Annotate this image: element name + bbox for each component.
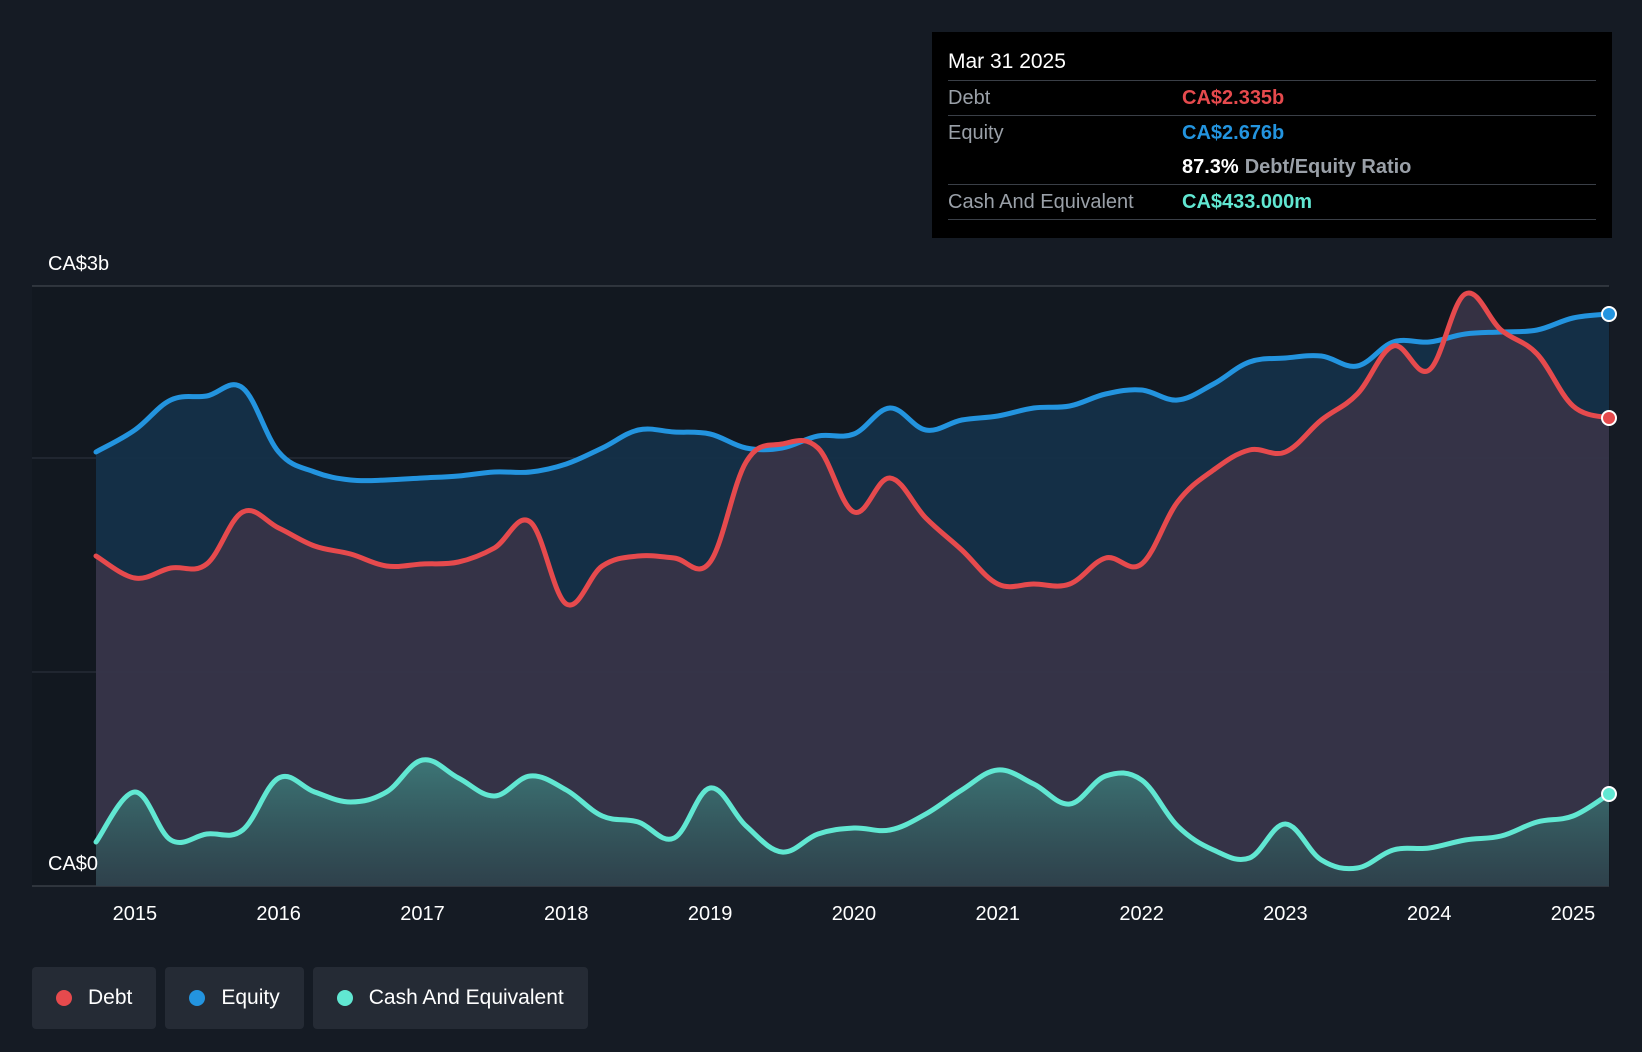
tooltip-ratio-value: 87.3% xyxy=(1182,156,1239,178)
legend-dot-equity xyxy=(189,990,206,1006)
cash-and-equivalent-area xyxy=(96,759,1609,886)
x-tick-label: 2015 xyxy=(113,903,158,925)
x-tick-label: 2025 xyxy=(1551,903,1596,925)
x-tick-label: 2022 xyxy=(1119,903,1164,925)
x-tick-label: 2023 xyxy=(1263,903,1308,925)
x-tick-label: 2017 xyxy=(400,903,445,925)
data-tooltip: Mar 31 2025 Debt CA$2.335b Equity CA$2.6… xyxy=(932,32,1612,238)
tooltip-cash-row: Cash And Equivalent CA$433.000m xyxy=(948,185,1596,220)
legend-item-cash[interactable]: Cash And Equivalent xyxy=(312,967,588,1029)
tooltip-equity-row: Equity CA$2.676b xyxy=(948,116,1596,150)
tooltip-cash-value: CA$433.000m xyxy=(1182,191,1313,213)
cash-and-equivalent-line xyxy=(93,757,1612,872)
x-tick-label: 2024 xyxy=(1407,903,1452,925)
cash-and-equivalent-end-point[interactable] xyxy=(1601,786,1617,802)
chart-legend: Debt Equity Cash And Equivalent xyxy=(32,967,588,1029)
debt-line xyxy=(93,290,1612,608)
legend-item-equity[interactable]: Equity xyxy=(165,967,304,1029)
tooltip-cash-label: Cash And Equivalent xyxy=(948,191,1134,213)
tooltip-equity-value: CA$2.676b xyxy=(1182,122,1285,144)
equity-line xyxy=(93,311,1612,484)
tooltip-equity-label: Equity xyxy=(948,122,1004,144)
legend-dot-cash xyxy=(336,990,353,1006)
x-tick-label: 2019 xyxy=(688,903,733,925)
x-tick-label: 2021 xyxy=(976,903,1021,925)
y-axis-bottom-label: CA$0 xyxy=(48,853,98,875)
tooltip-debt-row: Debt CA$2.335b xyxy=(948,81,1596,116)
debt-end-point[interactable] xyxy=(1601,410,1617,426)
x-tick-label: 2020 xyxy=(832,903,877,925)
x-tick-label: 2018 xyxy=(544,903,589,925)
legend-label-debt: Debt xyxy=(88,986,133,1009)
tooltip-debt-value: CA$2.335b xyxy=(1182,87,1285,109)
tooltip-ratio-label: Debt/Equity Ratio xyxy=(1244,156,1412,178)
tooltip-ratio-row: 87.3% Debt/Equity Ratio xyxy=(948,150,1596,185)
legend-label-cash: Cash And Equivalent xyxy=(368,986,564,1009)
y-axis-top-label: CA$3b xyxy=(48,253,109,275)
legend-dot-debt xyxy=(56,990,72,1006)
x-tick-label: 2016 xyxy=(256,903,301,925)
tooltip-date: Mar 31 2025 xyxy=(948,44,1596,81)
legend-label-equity: Equity xyxy=(221,986,280,1009)
debt-area xyxy=(96,292,1609,886)
equity-end-point[interactable] xyxy=(1601,306,1617,322)
tooltip-debt-label: Debt xyxy=(948,87,991,109)
legend-item-debt[interactable]: Debt xyxy=(32,967,157,1029)
